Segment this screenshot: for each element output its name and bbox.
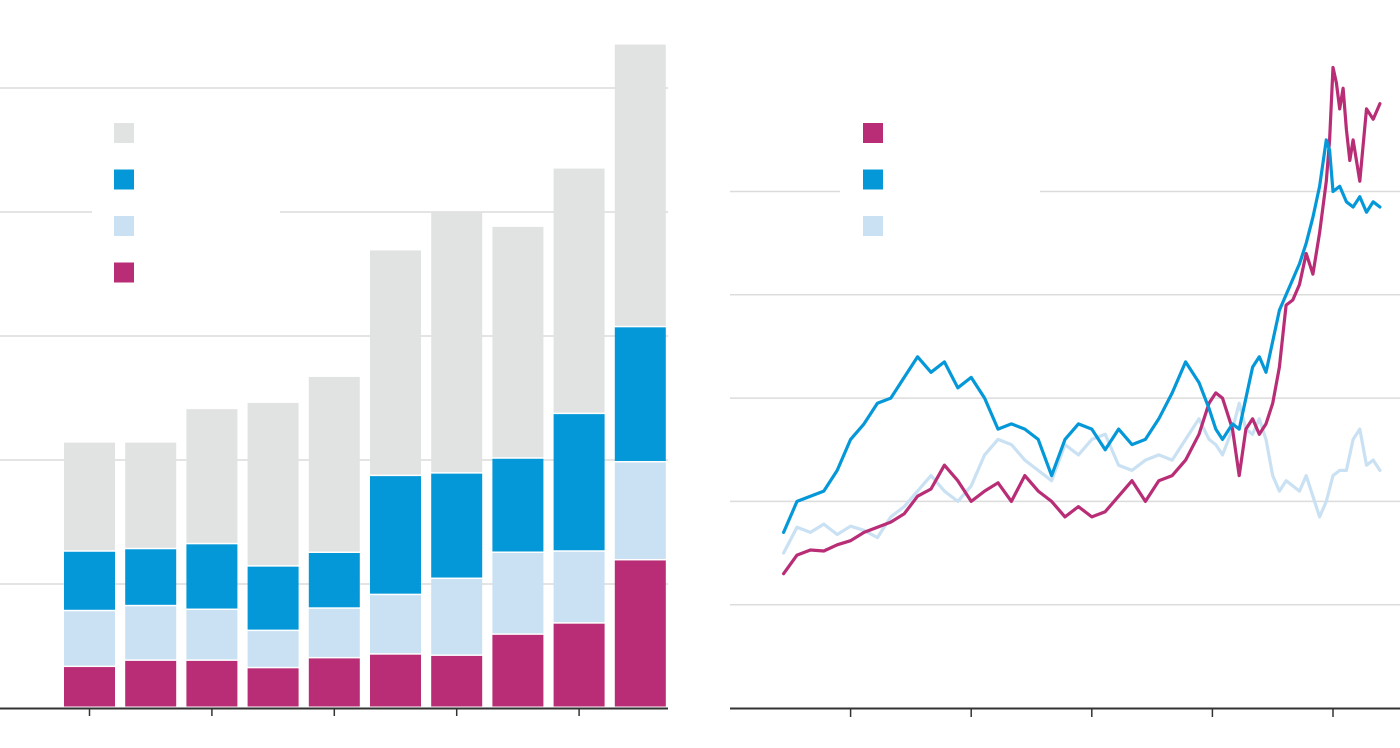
- bar-segment-lower-middle: [247, 631, 299, 667]
- bar-segment-upper-middle: [125, 549, 177, 605]
- legend-swatch-blue: [863, 169, 883, 190]
- legend: [840, 110, 1040, 250]
- bar-segment-bottom: [553, 623, 605, 707]
- bars: [64, 44, 666, 707]
- legend-swatch-lower-middle: [114, 216, 134, 236]
- series-lines: [782, 65, 1382, 576]
- bar-segment-bottom: [125, 660, 177, 707]
- legend: [92, 105, 280, 295]
- bar-segment-upper-middle: [247, 566, 299, 630]
- bar-segment-top: [614, 44, 666, 326]
- bar-segment-top: [553, 168, 605, 413]
- bar-segment-upper-middle: [370, 476, 421, 594]
- bar-segment-lower-middle: [370, 595, 421, 654]
- bar-segment-bottom: [431, 655, 483, 707]
- bar-segment-bottom: [64, 667, 115, 707]
- bar-segment-bottom: [614, 560, 666, 707]
- line-chart: [730, 65, 1400, 717]
- bar-segment-lower-middle: [125, 606, 177, 660]
- bar-segment-bottom: [308, 658, 360, 707]
- line-blue: [782, 138, 1382, 534]
- bar-segment-top: [247, 402, 299, 566]
- bar-segment-top: [64, 442, 115, 551]
- bar-segment-top: [186, 409, 238, 543]
- bar-segment-top: [308, 376, 360, 552]
- bar-segment-bottom: [186, 660, 238, 707]
- bar-segment-upper-middle: [186, 544, 238, 609]
- legend-swatch-bottom: [114, 262, 134, 283]
- line-magenta: [782, 65, 1382, 576]
- bar-segment-upper-middle: [614, 327, 666, 461]
- bar-segment-lower-middle: [492, 553, 544, 634]
- legend-swatch-magenta: [863, 123, 883, 143]
- line-light-blue: [782, 401, 1382, 555]
- bar-segment-top: [492, 226, 544, 458]
- bar-segment-lower-middle: [431, 579, 483, 655]
- bar-segment-bottom: [370, 654, 421, 707]
- gridlines: [730, 190, 1400, 606]
- bar-segment-top: [431, 212, 483, 473]
- bar-segment-upper-middle: [431, 473, 483, 578]
- stacked-bar-chart: [0, 44, 668, 716]
- bar-segment-lower-middle: [186, 610, 238, 660]
- bar-segment-lower-middle: [614, 462, 666, 559]
- legend-swatch-top: [114, 123, 134, 143]
- bar-segment-lower-middle: [64, 611, 115, 666]
- bar-segment-lower-middle: [308, 608, 360, 657]
- bar-segment-upper-middle: [64, 551, 115, 610]
- bar-segment-top: [125, 442, 177, 548]
- legend-swatch-upper-middle: [114, 169, 134, 190]
- x-axis: [0, 707, 668, 716]
- bar-segment-bottom: [492, 634, 544, 707]
- bar-segment-upper-middle: [308, 553, 360, 608]
- bar-segment-bottom: [247, 668, 299, 707]
- bar-segment-upper-middle: [492, 458, 544, 552]
- bar-segment-top: [370, 250, 421, 475]
- legend-swatch-light-blue: [863, 216, 883, 236]
- bar-segment-lower-middle: [553, 551, 605, 623]
- x-axis: [730, 707, 1400, 717]
- bar-segment-upper-middle: [553, 414, 605, 551]
